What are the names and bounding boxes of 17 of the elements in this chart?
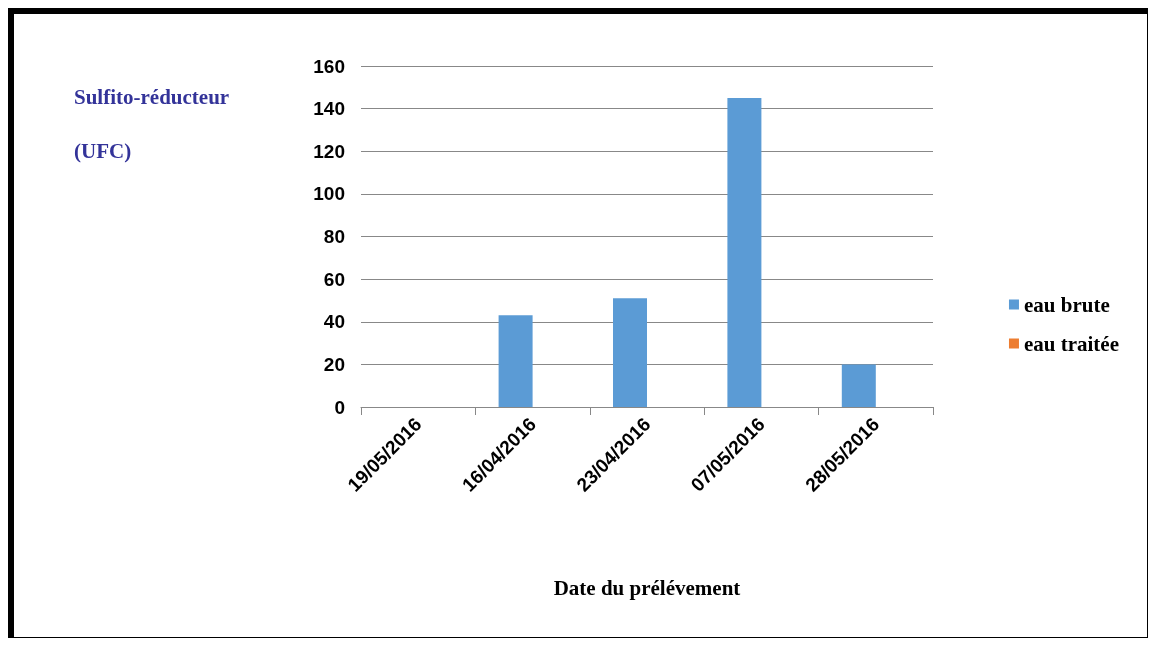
bar (841, 364, 876, 407)
y-tick-label: 0 (334, 396, 345, 418)
legend-label: eau traitée (1023, 331, 1120, 356)
bar (727, 97, 762, 407)
y-tick-label: 140 (313, 98, 345, 120)
y-tick-label: 80 (323, 226, 345, 247)
y-tick-label: 120 (313, 140, 345, 162)
y-tick-label: 60 (323, 268, 345, 290)
text: Sulfito-réducteur (UFC) (74, 85, 229, 163)
y-tick-label: 160 (313, 55, 345, 77)
bar (498, 315, 533, 407)
y-tick-label: 40 (323, 311, 345, 333)
bar (613, 298, 647, 407)
x-axis-title: Date du prélévement (553, 575, 741, 600)
y-tick-label: 100 (313, 183, 345, 205)
y-tick-label: 20 (323, 353, 345, 375)
legend-label: eau brute (1023, 292, 1110, 317)
